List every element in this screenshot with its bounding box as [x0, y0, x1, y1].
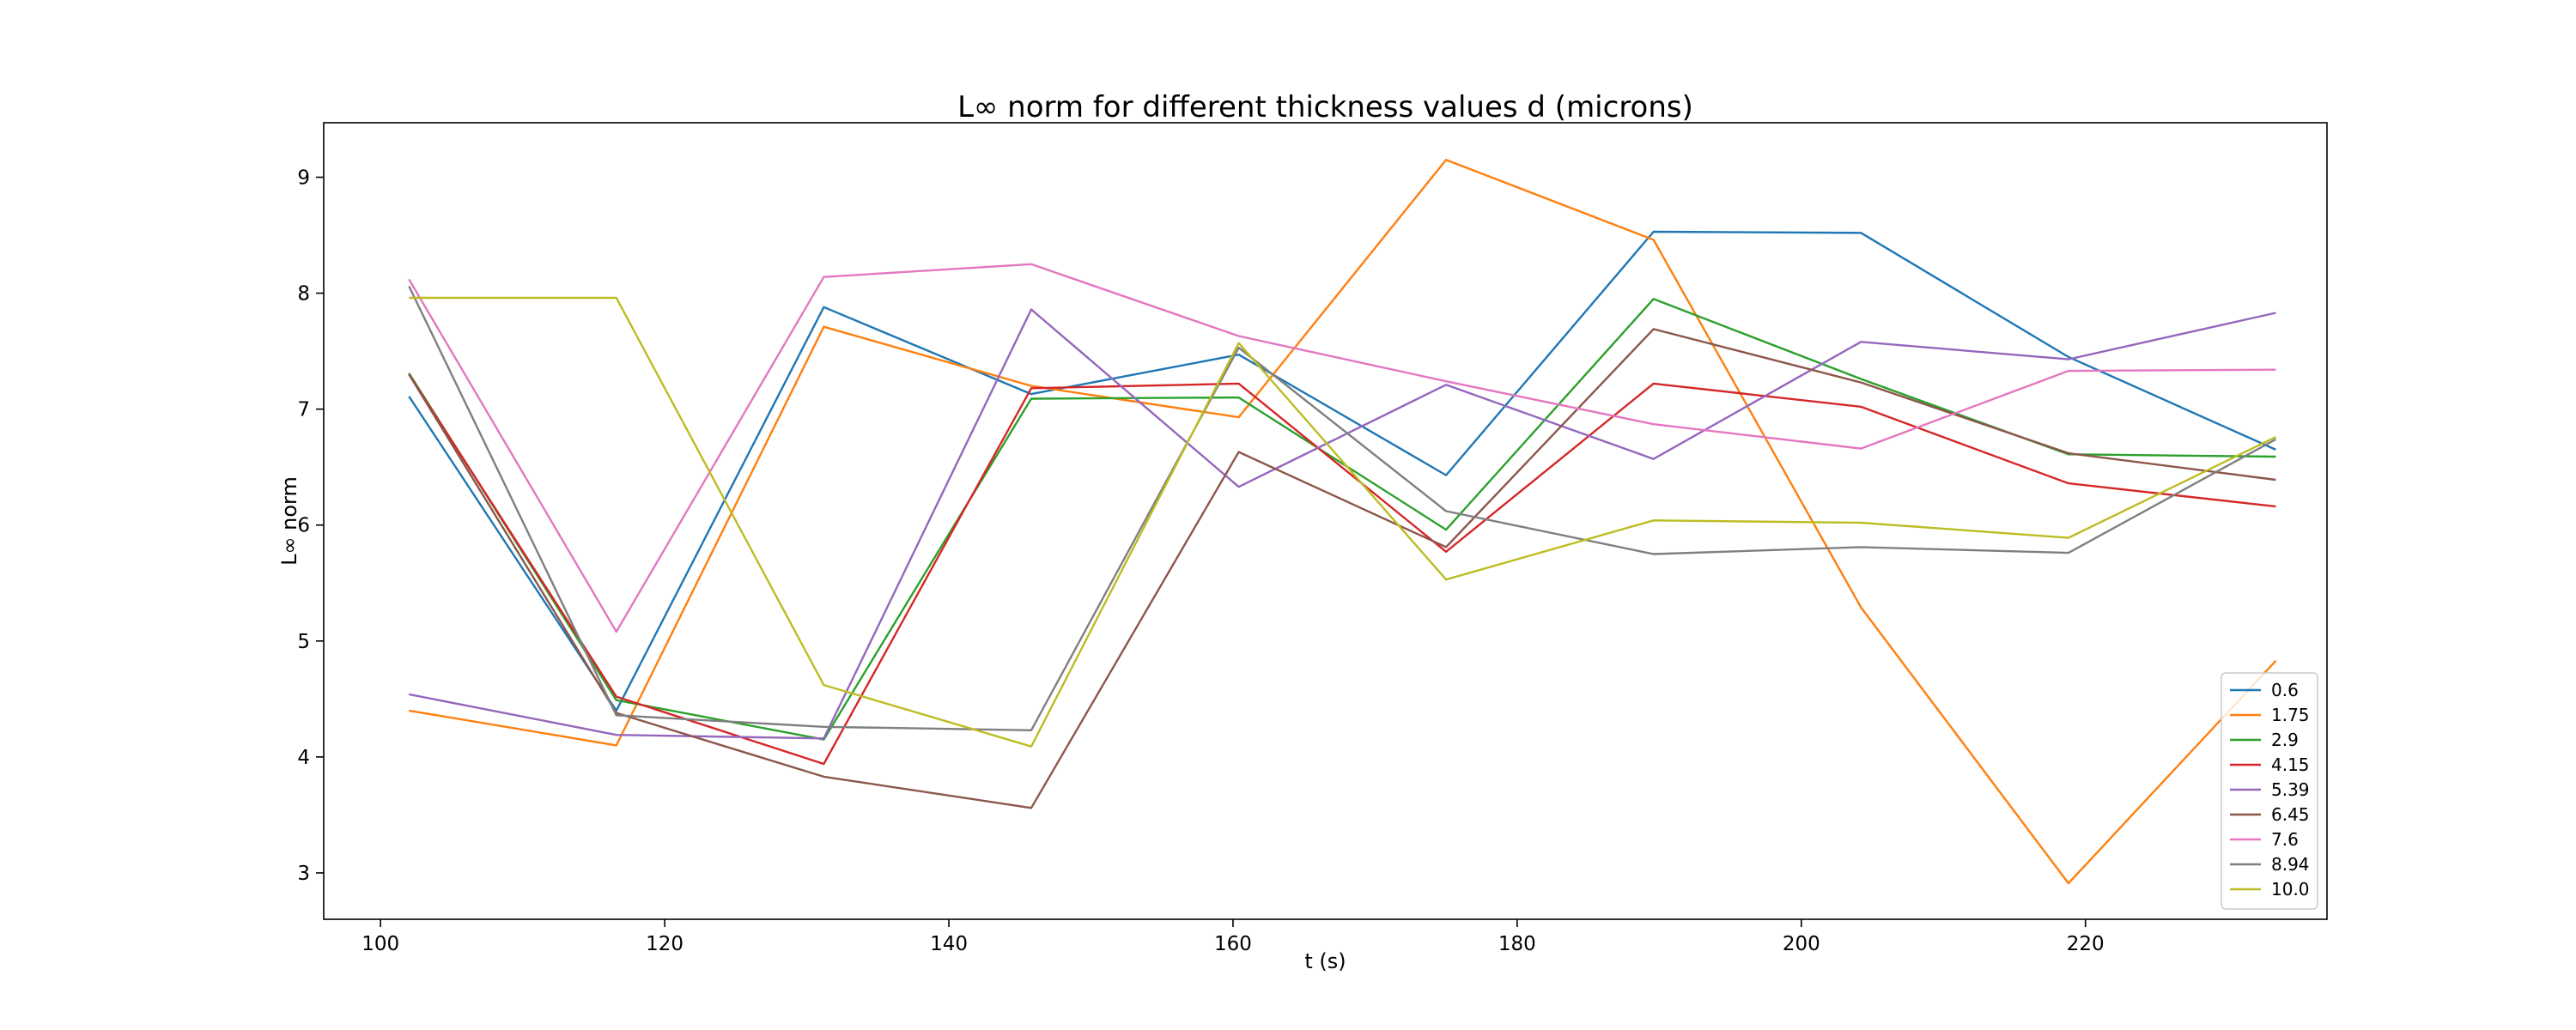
series-line-5.39	[409, 308, 2276, 740]
series-line-10.0	[409, 296, 2276, 748]
y-tick-label: 3	[297, 863, 310, 885]
series-line-7.6	[408, 263, 2276, 633]
y-tick-label: 9	[297, 167, 310, 189]
legend-label: 8.94	[2271, 854, 2310, 875]
x-axis: 100 120 140 160 180 200 220	[361, 919, 2105, 955]
x-tick-label: 160	[1214, 933, 1252, 955]
y-tick-label: 6	[297, 515, 310, 537]
y-tick-label: 8	[297, 283, 310, 306]
x-tick-label: 220	[2067, 933, 2105, 955]
legend-label: 7.6	[2271, 829, 2299, 850]
y-tick-label: 7	[297, 399, 310, 421]
legend-label: 10.0	[2271, 879, 2310, 900]
x-tick-label: 100	[361, 933, 399, 955]
plot-frame	[323, 122, 2328, 920]
x-axis-label: t (s)	[1304, 949, 1346, 973]
x-tick-label: 140	[930, 933, 968, 955]
plot-area	[408, 158, 2277, 885]
x-tick-label: 180	[1498, 933, 1536, 955]
series-line-0.6	[408, 230, 2276, 712]
legend-label: 0.6	[2271, 680, 2299, 700]
y-tick-label: 5	[297, 631, 310, 653]
legend: 0.6 1.75 2.9 4.15 5.39 6.45 7.6 8.94 10.0	[2221, 672, 2318, 910]
legend-label: 5.39	[2271, 779, 2310, 800]
series-line-6.45	[408, 328, 2276, 809]
y-axis: 3 4 5 6 7 8 9	[297, 167, 324, 885]
y-axis-label: L∞ norm	[277, 476, 301, 566]
series-line-2.9	[408, 298, 2276, 741]
legend-label: 1.75	[2271, 705, 2310, 725]
chart-title: L∞ norm for different thickness values d…	[957, 90, 1693, 124]
x-tick-label: 200	[1783, 933, 1820, 955]
y-tick-label: 4	[297, 747, 310, 769]
legend-box	[2221, 672, 2318, 910]
legend-label: 2.9	[2271, 730, 2299, 750]
x-tick-label: 120	[646, 933, 683, 955]
series-line-4.15	[408, 373, 2276, 766]
legend-label: 4.15	[2271, 754, 2310, 775]
series-line-8.94	[408, 285, 2276, 731]
series-line-1.75	[409, 158, 2277, 885]
legend-label: 6.45	[2271, 804, 2310, 825]
